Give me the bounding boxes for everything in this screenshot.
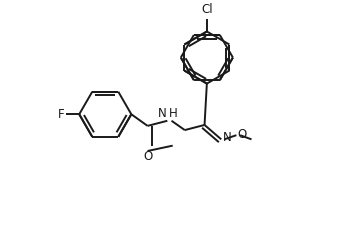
Text: H: H — [169, 107, 177, 120]
Text: O: O — [237, 128, 247, 141]
Text: N: N — [222, 131, 231, 144]
Text: O: O — [143, 150, 152, 163]
Text: F: F — [58, 108, 65, 121]
Text: N: N — [158, 107, 167, 120]
Text: Cl: Cl — [201, 3, 213, 16]
